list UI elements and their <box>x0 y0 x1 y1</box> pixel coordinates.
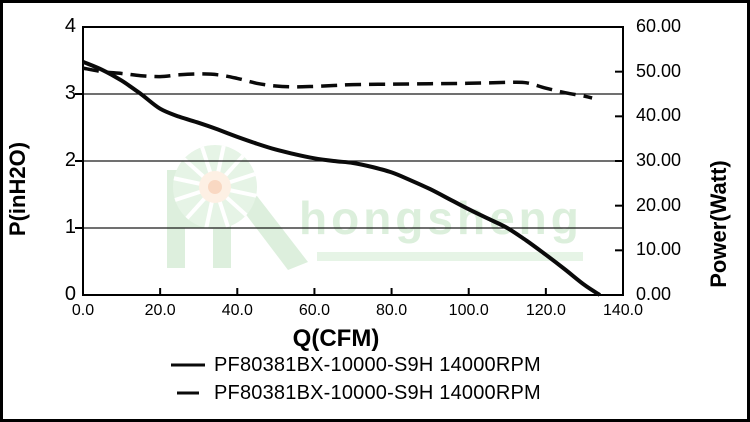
power-curve <box>82 66 593 100</box>
legend: PF80381BX-10000-S9H 14000RPM PF80381BX-1… <box>170 353 541 405</box>
legend-label-power: PF80381BX-10000-S9H 14000RPM <box>214 381 541 404</box>
watermark-logo-icon <box>167 145 308 270</box>
legend-solid-line-icon <box>170 361 206 369</box>
static-pressure-curve <box>82 59 601 297</box>
legend-row-pressure: PF80381BX-10000-S9H 14000RPM <box>170 353 541 377</box>
legend-row-power: PF80381BX-10000-S9H 14000RPM <box>170 381 541 405</box>
watermark-text: hongsheng <box>299 192 583 244</box>
pinwheel-icon <box>173 145 257 229</box>
legend-dashed-line-icon <box>170 389 206 397</box>
watermark-underline <box>317 252 583 261</box>
legend-label-pressure: PF80381BX-10000-S9H 14000RPM <box>214 353 541 376</box>
